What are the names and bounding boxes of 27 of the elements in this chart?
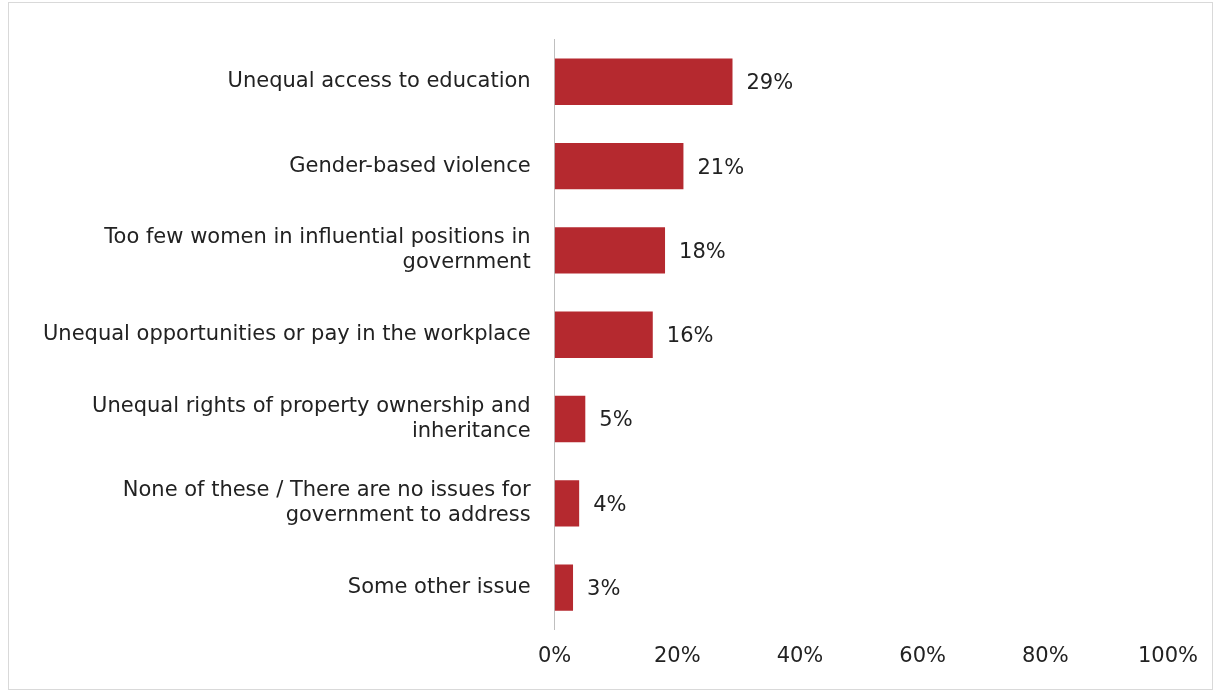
bar (554, 480, 580, 527)
bar (554, 142, 684, 190)
x-tick-label: 40% (776, 642, 824, 667)
data-label: 4% (593, 491, 627, 516)
x-tick-label: 80% (1021, 642, 1069, 667)
y-tick-label: Unequal opportunities or pay in the workplace (42, 321, 531, 346)
data-label: 18% (679, 238, 726, 263)
x-tick-label: 100% (1137, 642, 1199, 667)
data-label: 5% (599, 407, 633, 432)
x-tick-label: 0% (537, 642, 572, 667)
bar (554, 564, 574, 611)
y-tick-label: None of these / There are no issues for government to address (122, 477, 531, 527)
x-tick-label: 60% (899, 642, 946, 667)
y-tick-label: Gender-based violence (289, 152, 531, 177)
y-tick-label: Unequal rights of property ownership and inheritance (92, 392, 531, 443)
data-label: 3% (587, 576, 621, 601)
y-tick-label: Unequal access to education (227, 68, 531, 93)
y-tick-label: Some other issue (347, 574, 531, 599)
bar (554, 58, 733, 105)
data-label: 21% (697, 154, 745, 179)
data-label: 29% (746, 70, 794, 95)
x-tick-label: 20% (653, 642, 701, 667)
bar (554, 227, 666, 274)
bar (554, 311, 653, 358)
data-label: 16% (666, 323, 714, 348)
bar (554, 395, 586, 443)
y-tick-label: Too few women in influential positions in government (103, 224, 531, 274)
